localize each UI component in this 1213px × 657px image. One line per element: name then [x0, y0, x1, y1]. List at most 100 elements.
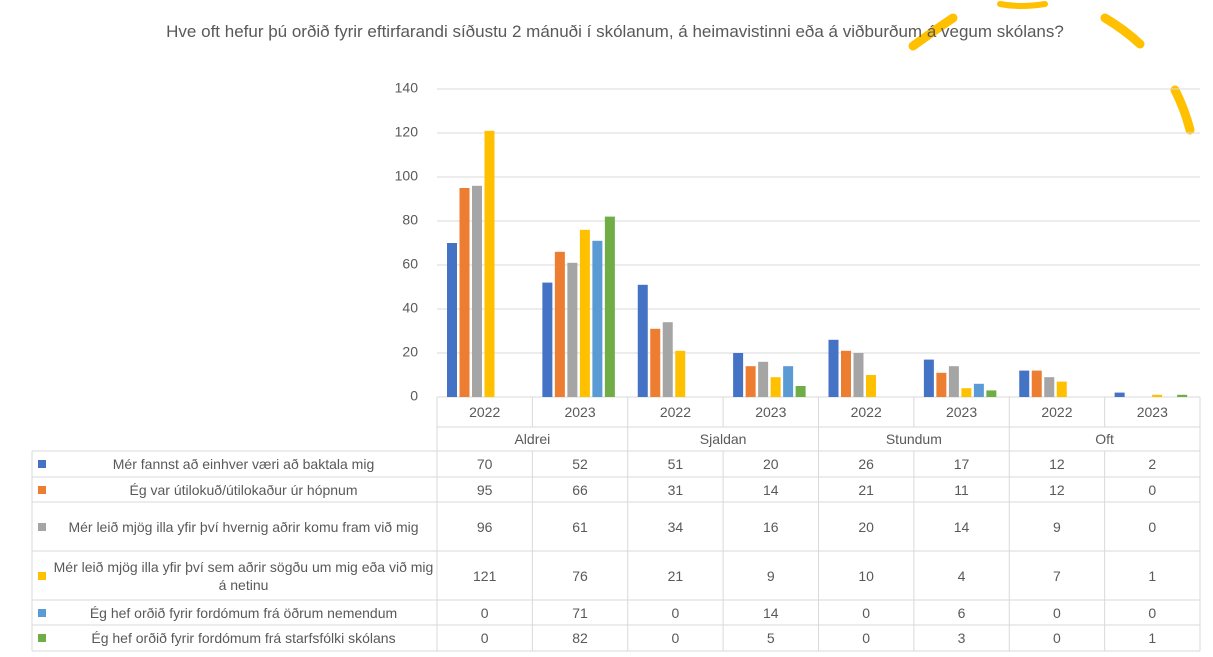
table-value: 20 — [858, 518, 874, 535]
table-value: 0 — [1053, 630, 1061, 646]
group-label: Oft — [1095, 431, 1114, 447]
bar — [1044, 377, 1055, 397]
legend-swatch — [38, 522, 46, 531]
table-value: 76 — [572, 567, 588, 584]
table-value: 70 — [476, 456, 493, 472]
bar — [973, 383, 984, 397]
bar — [459, 188, 470, 397]
table-value: 21 — [667, 567, 684, 584]
bar — [948, 366, 959, 397]
x-tick-label: 2022 — [1041, 404, 1073, 420]
bar — [828, 339, 839, 397]
y-tick-label: 60 — [402, 256, 418, 272]
bar — [1019, 370, 1030, 397]
legend-entry: Mér leið mjög illa yfir því hvernig aðri… — [32, 502, 437, 551]
x-tick-label: 2022 — [850, 404, 882, 420]
x-tick-label: 2023 — [945, 404, 978, 420]
bar — [1031, 370, 1042, 397]
x-tick-label: 2023 — [564, 404, 596, 420]
x-tick-label: 2022 — [469, 404, 501, 420]
y-tick-label: 140 — [395, 80, 419, 96]
table-value: 31 — [667, 481, 684, 498]
bar — [579, 229, 590, 397]
bar — [554, 251, 565, 397]
bar — [592, 240, 603, 397]
table-value: 71 — [572, 604, 588, 621]
decoration — [997, 1, 1048, 9]
table-value: 4 — [957, 567, 966, 584]
decoration — [1170, 85, 1195, 135]
bar — [675, 350, 686, 397]
table-value: 2 — [1148, 456, 1157, 472]
table-value: 0 — [671, 604, 680, 621]
table-value: 0 — [480, 604, 489, 621]
table-value: 5 — [766, 630, 775, 646]
table-value: 7 — [1053, 567, 1061, 584]
table-value: 17 — [953, 456, 970, 472]
table-value: 14 — [763, 604, 779, 621]
chart-title: Hve oft hefur þú orðið fyrir eftirfarand… — [166, 22, 1064, 41]
bar — [567, 262, 578, 397]
table-value: 0 — [1148, 481, 1157, 498]
bar — [866, 375, 876, 397]
legend-entry: Mér fannst að einhver væri að baktala mi… — [32, 451, 437, 477]
legend-entry: Ég hef orðið fyrir fordómum frá öðrum ne… — [32, 600, 437, 625]
bar — [961, 388, 972, 397]
table-value: 82 — [572, 630, 588, 646]
bar — [745, 366, 756, 397]
bar — [923, 359, 934, 397]
bar — [472, 185, 482, 397]
legend-swatch — [38, 634, 46, 642]
legend-label: Ég hef orðið fyrir fordómum frá starfsfó… — [91, 630, 396, 646]
table-value: 34 — [667, 518, 684, 535]
bar — [1056, 381, 1067, 397]
bar — [770, 377, 781, 397]
table-value: 16 — [763, 518, 779, 535]
legend-label: Mér fannst að einhver væri að baktala mi… — [112, 456, 375, 472]
bar — [542, 282, 553, 397]
table-value: 0 — [671, 630, 680, 646]
bar — [795, 386, 806, 397]
group-label: Sjaldan — [699, 431, 747, 447]
table-value: 96 — [476, 518, 493, 535]
y-tick-label: 80 — [402, 212, 418, 228]
table-value: 9 — [766, 567, 775, 584]
legend-entry: Ég var útilokuð/útilokaður úr hópnum — [32, 477, 437, 502]
table-value: 1 — [1148, 567, 1157, 584]
table-value: 0 — [862, 604, 871, 621]
table-value: 95 — [476, 481, 493, 498]
bar — [637, 284, 648, 397]
bar — [447, 243, 457, 397]
bar — [1152, 394, 1163, 397]
bar — [841, 350, 851, 397]
table-value: 0 — [862, 630, 871, 646]
decoration — [908, 13, 958, 51]
x-tick-label: 2023 — [1136, 404, 1168, 420]
table-value: 51 — [667, 456, 684, 472]
legend-entry: Ég hef orðið fyrir fordómum frá starfsfó… — [32, 625, 437, 651]
table-value: 0 — [1053, 604, 1061, 621]
table-value: 12 — [1049, 456, 1065, 472]
table-value: 3 — [957, 630, 966, 646]
bar — [604, 216, 615, 397]
y-tick-label: 100 — [395, 168, 419, 184]
y-tick-label: 20 — [402, 344, 418, 360]
table-value: 21 — [858, 481, 874, 498]
group-label: Aldrei — [514, 431, 551, 447]
table-value: 61 — [572, 518, 588, 535]
bar — [1114, 392, 1125, 397]
table-value: 52 — [572, 456, 588, 472]
table-value: 66 — [572, 481, 588, 498]
bar — [853, 353, 864, 397]
y-tick-label: 0 — [410, 388, 418, 404]
legend-swatch — [38, 485, 46, 494]
legend-entry: Mér leið mjög illa yfir því sem aðrir sö… — [32, 551, 437, 600]
table-value: 10 — [858, 567, 874, 584]
legend-swatch — [38, 460, 46, 468]
bar — [650, 328, 661, 397]
legend-label: Ég hef orðið fyrir fordómum frá öðrum ne… — [89, 604, 398, 621]
bar — [783, 366, 794, 397]
x-tick-label: 2022 — [659, 404, 692, 420]
table-value: 0 — [480, 630, 489, 646]
